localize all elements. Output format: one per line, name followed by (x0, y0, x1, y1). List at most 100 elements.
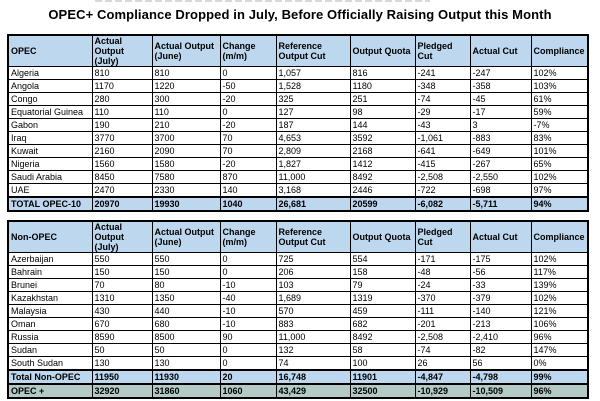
cell: Algeria (7, 66, 93, 80)
cell: -6,082 (414, 196, 471, 212)
cell: 80 (151, 278, 221, 292)
cell: Brunei (7, 278, 93, 292)
cell: 206 (275, 265, 351, 279)
cell: -140 (469, 304, 532, 318)
cell: -2,550 (469, 170, 532, 184)
cell: 130 (91, 356, 153, 371)
cell: Kuwait (7, 144, 93, 158)
cell: -267 (469, 157, 532, 171)
cell: -201 (414, 317, 471, 331)
cell: 1220 (151, 79, 221, 93)
cell: 96% (530, 330, 589, 344)
cell: South Sudan (7, 356, 93, 371)
cell: -56 (469, 265, 532, 279)
cell: 2330 (151, 183, 221, 198)
cell: 102% (530, 252, 589, 266)
cell: 725 (275, 252, 351, 266)
cell: 140 (219, 183, 277, 198)
table-row: South Sudan 130 130 0 74 100 26 56 0% (7, 356, 589, 371)
table-row: UAE 2470 2330 140 3,168 2446 -722 -698 97% (7, 183, 589, 198)
non-opec-table: Non-OPEC Actual Output (July) Actual Outpu… (7, 220, 589, 399)
cell: 43,429 (275, 383, 351, 399)
column-header: Actual Cut (469, 34, 532, 67)
column-header: Non-OPEC (7, 220, 93, 253)
cell: 1060 (219, 383, 277, 399)
cell: 8450 (91, 170, 153, 184)
cell: -247 (469, 66, 532, 80)
cell: Oman (7, 317, 93, 331)
cell: 102% (530, 66, 589, 80)
cell: 102% (530, 170, 589, 184)
column-header: OPEC (7, 34, 93, 67)
cell: 32920 (91, 383, 153, 399)
cell: 58 (349, 343, 416, 357)
cell: 79 (349, 278, 416, 292)
cell: 11930 (151, 369, 221, 385)
cell: 103 (275, 278, 351, 292)
cell: -20 (219, 92, 277, 106)
table-row: Brunei 70 80 -10 103 79 -24 -33 139% (7, 278, 589, 292)
cell: 150 (91, 265, 153, 279)
cell: -348 (414, 79, 471, 93)
cell: -111 (414, 304, 471, 318)
cell: 127 (275, 105, 351, 119)
cell: -4,847 (414, 369, 471, 385)
cell: 117% (530, 265, 589, 279)
cell: 280 (91, 92, 153, 106)
cell: 56 (469, 356, 532, 371)
cell: Saudi Arabia (7, 170, 93, 184)
cell: Nigeria (7, 157, 93, 171)
cell: 65% (530, 157, 589, 171)
cell: 0 (219, 343, 277, 357)
cell: -358 (469, 79, 532, 93)
cell: 97% (530, 183, 589, 198)
cell: 1319 (349, 291, 416, 305)
cell: 99% (530, 369, 589, 385)
column-header: Reference Output Cut (275, 220, 351, 253)
table-row: Sudan 50 50 0 132 58 -74 -82 147% (7, 343, 589, 357)
cell: 440 (151, 304, 221, 318)
cell: 7580 (151, 170, 221, 184)
cell: -20 (219, 118, 277, 132)
cell: -17 (469, 105, 532, 119)
cell: -641 (414, 144, 471, 158)
cell: 59% (530, 105, 589, 119)
cell: -2,508 (414, 330, 471, 344)
cell: 1,827 (275, 157, 351, 171)
cell: 110 (151, 105, 221, 119)
cell: -24 (414, 278, 471, 292)
cell: -20 (219, 157, 277, 171)
cell: Angola (7, 79, 93, 93)
column-header: Reference Output Cut (275, 34, 351, 67)
opec-table: OPEC Actual Output (July) Actual Output (J… (7, 34, 589, 212)
cell: 816 (349, 66, 416, 80)
table-row: Saudi Arabia 8450 7580 870 11,000 8492 -2,508-… (7, 170, 589, 184)
cell: 11950 (91, 369, 153, 385)
table-row: Nigeria 1560 1580 -20 1,827 1412 -415 -267 65% (7, 157, 589, 171)
column-header: Compliance (530, 220, 589, 253)
cell: -5,711 (469, 196, 532, 212)
cell: 0 (219, 356, 277, 371)
cell: Iraq (7, 131, 93, 145)
cell: 1310 (91, 291, 153, 305)
cell: -33 (469, 278, 532, 292)
cropped-text-artifact (95, 0, 430, 2)
cell: -175 (469, 252, 532, 266)
cell: 121% (530, 304, 589, 318)
cell: 0 (219, 66, 277, 80)
column-header: Change (m/m) (219, 34, 277, 67)
cell: 50 (151, 343, 221, 357)
cell: 20 (219, 369, 277, 385)
cell: 90 (219, 330, 277, 344)
cell: 210 (151, 118, 221, 132)
cell: 870 (219, 170, 277, 184)
cell: 300 (151, 92, 221, 106)
cell: -2,508 (414, 170, 471, 184)
cell: -10,929 (414, 383, 471, 399)
cell: -2,410 (469, 330, 532, 344)
cell: 325 (275, 92, 351, 106)
cell: 130 (151, 356, 221, 371)
cell: 74 (275, 356, 351, 371)
